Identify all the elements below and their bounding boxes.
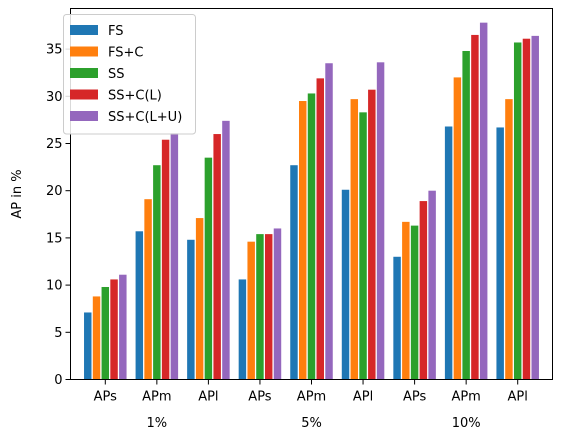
bar-ss-6 bbox=[410, 225, 419, 380]
bar-fs-c-1 bbox=[144, 199, 152, 380]
legend-label: SS+C(L) bbox=[108, 89, 162, 104]
bar-fs-3 bbox=[238, 279, 247, 380]
x-tick-label: APm bbox=[297, 390, 326, 405]
bar-fs-c-4 bbox=[299, 101, 307, 380]
bar-ss-c-l-u-2 bbox=[222, 120, 230, 380]
x-tick-label: APl bbox=[198, 390, 218, 405]
bar-ss-c-l-1 bbox=[161, 139, 170, 380]
bar-ss-c-l-0 bbox=[110, 279, 118, 380]
y-tick-label: 20 bbox=[46, 184, 63, 199]
x-tick-label: APs bbox=[94, 390, 118, 405]
bar-fs-c-5 bbox=[350, 99, 359, 380]
bar-fs-5 bbox=[341, 189, 350, 380]
bar-ss-4 bbox=[307, 93, 316, 380]
bar-ss-0 bbox=[101, 286, 110, 380]
x-tick-label: APs bbox=[403, 390, 427, 405]
group-label: 10% bbox=[452, 416, 481, 431]
bar-ss-c-l-u-0 bbox=[119, 274, 127, 380]
bars-layer bbox=[84, 22, 539, 380]
legend-label: FS bbox=[108, 24, 124, 39]
bar-fs-c-0 bbox=[92, 296, 101, 380]
legend-label: FS+C bbox=[108, 46, 143, 61]
y-tick-label: 25 bbox=[46, 137, 63, 152]
legend-swatch bbox=[70, 111, 98, 121]
bar-fs-8 bbox=[496, 127, 504, 380]
legend: FS FS+C SS SS+C(L) SS+C(L+U) bbox=[63, 14, 196, 135]
bar-ss-c-l-8 bbox=[522, 38, 531, 380]
bar-ss-1 bbox=[153, 165, 161, 380]
legend-box bbox=[63, 14, 196, 135]
y-tick-label: 30 bbox=[46, 90, 63, 105]
bar-ss-5 bbox=[359, 112, 367, 380]
x-tick-label: APs bbox=[248, 390, 272, 405]
bar-fs-0 bbox=[84, 312, 92, 380]
y-axis-label: AP in % bbox=[10, 169, 25, 218]
bar-ss-c-l-u-3 bbox=[273, 228, 282, 380]
y-tick-label: 35 bbox=[46, 43, 63, 58]
x-tick-label: APm bbox=[142, 390, 171, 405]
bar-ss-c-l-7 bbox=[471, 34, 479, 380]
bar-ss-c-l-u-4 bbox=[325, 63, 333, 380]
bar-ss-8 bbox=[513, 42, 522, 380]
group-label: 5% bbox=[301, 416, 322, 431]
y-tick-label: 0 bbox=[54, 373, 62, 388]
legend-swatch bbox=[70, 68, 98, 78]
bar-ss-c-l-u-6 bbox=[428, 190, 436, 380]
bar-ss-c-l-2 bbox=[213, 134, 221, 380]
bar-ss-c-l-5 bbox=[368, 89, 376, 380]
bar-ss-c-l-u-8 bbox=[531, 35, 539, 380]
bar-ss-3 bbox=[256, 234, 264, 380]
group-labels: 1% 5% 10% bbox=[147, 416, 481, 431]
bar-ss-2 bbox=[204, 157, 213, 380]
bar-fs-7 bbox=[444, 126, 453, 380]
legend-label: SS bbox=[108, 67, 125, 82]
bar-fs-c-2 bbox=[195, 218, 204, 380]
bar-fs-1 bbox=[135, 231, 144, 380]
y-axis: 0 5 10 15 20 25 30 35 bbox=[46, 43, 71, 388]
legend-swatch bbox=[70, 46, 98, 57]
bar-fs-2 bbox=[187, 239, 195, 380]
legend-label: SS+C(L+U) bbox=[108, 110, 182, 125]
y-tick-label: 5 bbox=[54, 326, 62, 341]
legend-swatch bbox=[70, 25, 98, 35]
bar-ss-c-l-u-7 bbox=[479, 22, 488, 380]
bar-ss-c-l-6 bbox=[419, 201, 428, 380]
bar-fs-c-3 bbox=[247, 241, 255, 380]
bar-fs-4 bbox=[290, 165, 298, 380]
x-axis: APs APm APl APs APm APl APs APm APl bbox=[94, 379, 528, 405]
bar-fs-c-6 bbox=[402, 221, 410, 380]
bar-ss-c-l-u-1 bbox=[170, 133, 179, 380]
y-tick-label: 15 bbox=[46, 231, 63, 246]
bar-ss-c-l-u-5 bbox=[376, 62, 385, 380]
bar-ss-7 bbox=[462, 50, 470, 380]
bar-ss-c-l-4 bbox=[316, 78, 324, 380]
group-label: 1% bbox=[147, 416, 168, 431]
bar-fs-c-8 bbox=[505, 99, 513, 380]
y-tick-label: 10 bbox=[46, 279, 63, 294]
x-tick-label: APl bbox=[508, 390, 528, 405]
bar-fs-6 bbox=[393, 256, 401, 380]
x-tick-label: APm bbox=[451, 390, 480, 405]
bar-fs-c-7 bbox=[453, 77, 462, 380]
legend-swatch bbox=[70, 89, 98, 100]
x-tick-label: APl bbox=[353, 390, 373, 405]
bar-ss-c-l-3 bbox=[264, 234, 273, 380]
